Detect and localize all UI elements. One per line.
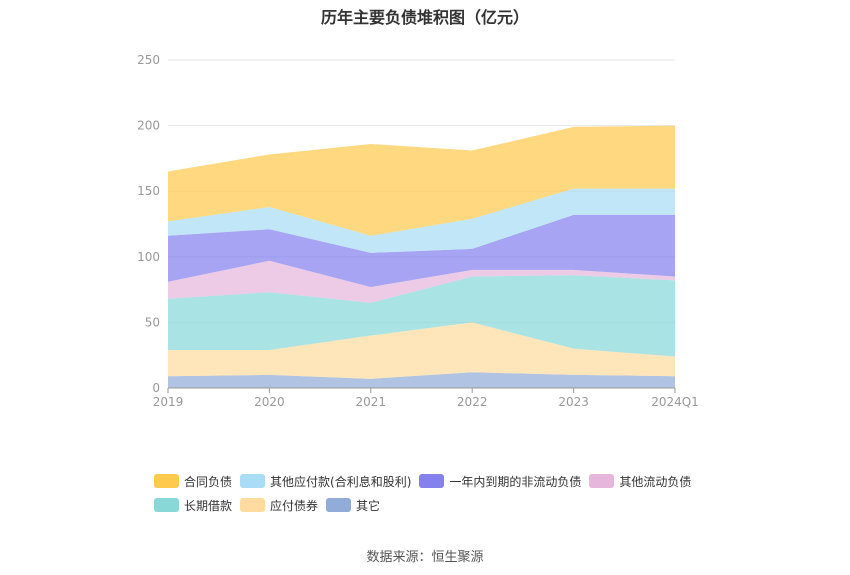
x-tick-label: 2020 [254,395,285,409]
area-series-合同负债 [168,125,675,236]
legend-label: 合同负债 [184,474,233,489]
y-tick-label: 50 [145,315,160,329]
legend-swatch [154,498,179,512]
axes: 0 50 100 150 200 250 2019 2020 2021 2022 2023 2024Q… [137,53,699,409]
legend-item[interactable]: 一年内到期的非流动负债 [419,473,581,489]
legend-item[interactable]: 应付债券 [240,497,318,513]
legend-label: 其它 [356,498,381,513]
area-series-其他应付款(合利息和股利) [168,188,675,253]
legend-label: 其他应付款(合利息和股利) [270,474,412,489]
legend-label: 其他流动负债 [619,474,692,489]
legend-swatch [419,474,445,488]
legend-label: 一年内到期的非流动负债 [449,474,582,489]
area-series [168,125,675,388]
x-tick-label: 2024Q1 [651,395,699,409]
legend-label: 应付债券 [270,498,319,513]
area-series-其他流动负债 [168,260,675,303]
chart-title: 历年主要负债堆积图（亿元） [320,8,529,27]
area-series-长期借款 [168,275,675,357]
legend-swatch [326,498,352,512]
y-tick-label: 150 [137,184,160,198]
legend-item[interactable]: 其他应付款(合利息和股利) [240,473,411,489]
legend-item[interactable]: 合同负债 [154,473,232,489]
legend: 合同负债 其他应付款(合利息和股利) 一年内到期的非流动负债 其他流动负债长期借款 应付… [154,473,754,513]
y-tick-label: 250 [137,53,160,67]
legend-swatch [154,474,179,488]
legend-swatch [240,498,266,512]
legend-item[interactable]: 长期借款 [154,497,232,513]
legend-swatch [589,474,615,488]
legend-label: 长期借款 [184,498,233,513]
x-tick-label: 2022 [457,395,488,409]
source-note: 数据来源：恒生聚源 [366,550,484,565]
legend-item[interactable]: 其它 [326,497,380,513]
x-tick-label: 2023 [558,395,589,409]
area-series-应付债券 [168,322,675,379]
y-tick-label: 200 [137,119,160,133]
legend-swatch [240,474,266,488]
legend-item[interactable]: 其他流动负债 [589,473,691,489]
y-tick-label: 0 [152,381,160,395]
y-tick-label: 100 [137,250,160,264]
x-tick-label: 2021 [356,395,387,409]
x-tick-label: 2019 [153,395,184,409]
area-series-其它 [168,372,675,388]
